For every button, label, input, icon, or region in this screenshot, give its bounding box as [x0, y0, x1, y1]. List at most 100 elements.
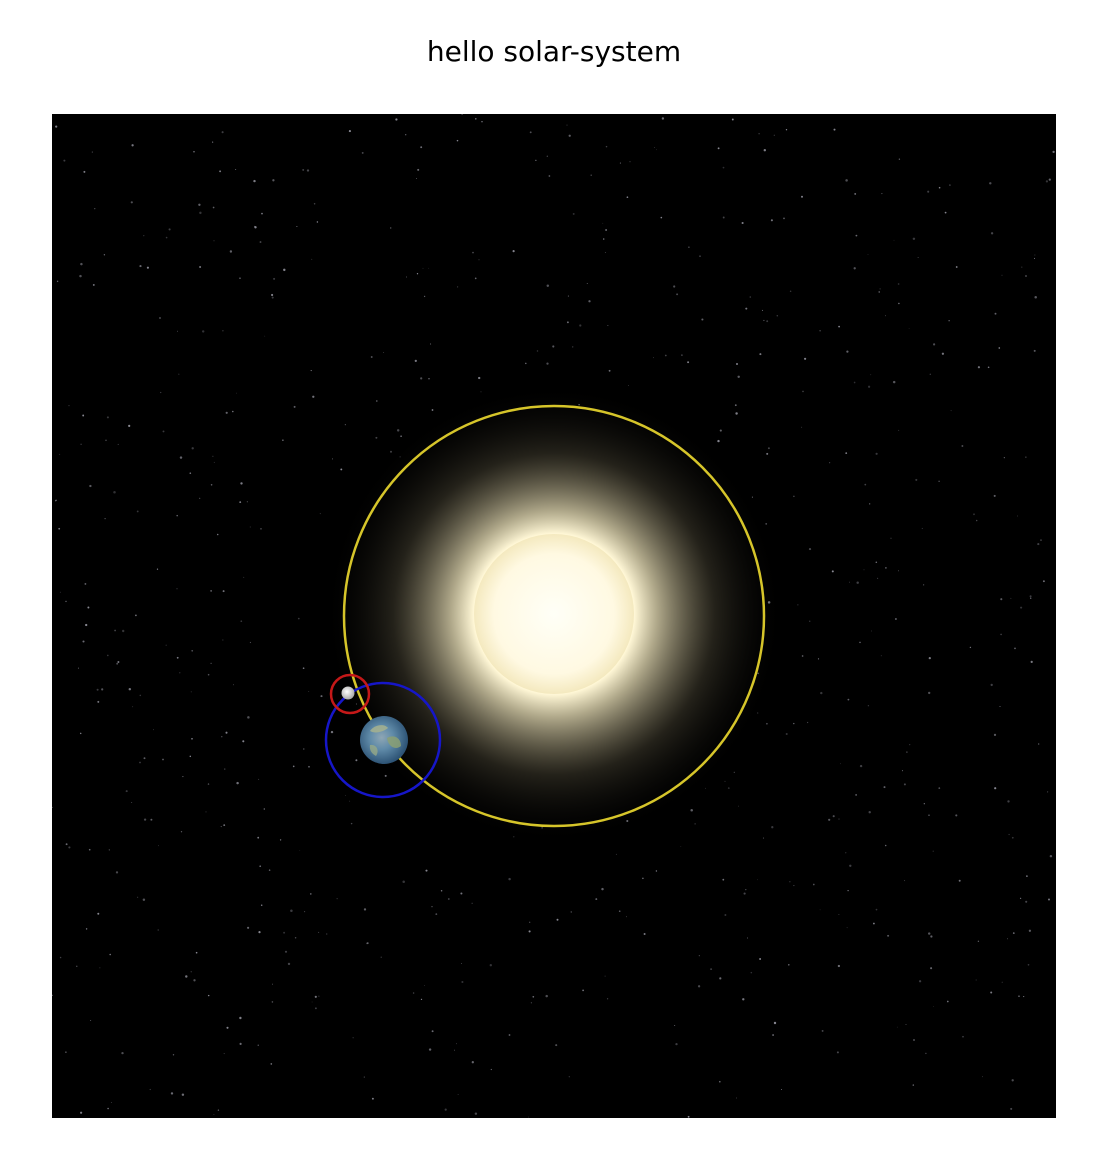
- star: [735, 412, 738, 415]
- star: [205, 811, 207, 813]
- star: [838, 325, 840, 328]
- star: [867, 705, 870, 707]
- star: [875, 908, 878, 911]
- star: [318, 931, 320, 933]
- star: [83, 170, 86, 173]
- star: [602, 222, 604, 224]
- star: [345, 795, 346, 796]
- star: [812, 883, 815, 886]
- star: [776, 315, 779, 317]
- star: [853, 381, 856, 384]
- star: [430, 343, 432, 345]
- star: [396, 429, 400, 432]
- star: [975, 979, 977, 981]
- star: [355, 759, 358, 762]
- star: [471, 1061, 474, 1064]
- star: [55, 500, 57, 502]
- star: [1020, 606, 1023, 609]
- star: [199, 211, 202, 215]
- star: [661, 117, 665, 120]
- star: [938, 787, 941, 789]
- star: [932, 850, 934, 852]
- star: [588, 300, 591, 303]
- star: [722, 166, 725, 169]
- star: [101, 688, 104, 691]
- star: [223, 1053, 225, 1055]
- star: [221, 131, 224, 134]
- star: [1014, 647, 1016, 650]
- star: [890, 537, 892, 539]
- star: [243, 576, 245, 578]
- star: [425, 869, 428, 872]
- star: [94, 208, 96, 210]
- star: [928, 691, 931, 695]
- star: [481, 120, 483, 123]
- star: [207, 783, 210, 785]
- star: [314, 1007, 317, 1010]
- star: [809, 620, 811, 622]
- star: [680, 846, 682, 847]
- star: [207, 673, 210, 676]
- moon-orbit-ring: [329, 673, 371, 715]
- star: [97, 912, 100, 915]
- star: [416, 273, 419, 275]
- star: [674, 1025, 676, 1027]
- star: [249, 526, 251, 528]
- star: [546, 362, 549, 365]
- star: [63, 159, 66, 162]
- star: [134, 614, 137, 617]
- star: [453, 1049, 456, 1051]
- star: [894, 618, 897, 620]
- star: [65, 1051, 67, 1053]
- star: [1023, 996, 1025, 998]
- star: [785, 732, 788, 736]
- star: [1003, 457, 1005, 459]
- star: [849, 581, 850, 583]
- star: [932, 343, 936, 346]
- star: [344, 424, 346, 426]
- star: [332, 458, 333, 460]
- solar-system-scene: [52, 114, 1055, 1118]
- star: [605, 229, 608, 231]
- star: [363, 908, 367, 911]
- star: [736, 1097, 737, 1099]
- star: [532, 995, 535, 998]
- star: [690, 809, 693, 812]
- star: [884, 844, 887, 847]
- star: [1000, 598, 1003, 601]
- star: [762, 837, 765, 839]
- star: [618, 910, 621, 913]
- star: [143, 818, 147, 821]
- star: [877, 577, 879, 579]
- star: [1048, 898, 1050, 901]
- star: [179, 456, 183, 459]
- star: [125, 790, 128, 793]
- star: [664, 354, 667, 357]
- solar-system-canvas[interactable]: [52, 114, 1056, 1118]
- star: [461, 114, 463, 115]
- earth[interactable]: [360, 716, 408, 764]
- star: [114, 629, 116, 632]
- star: [879, 288, 881, 290]
- star: [766, 452, 769, 455]
- star: [189, 755, 192, 758]
- star: [236, 392, 237, 394]
- sun[interactable]: [474, 534, 634, 694]
- star: [733, 771, 735, 773]
- star: [595, 898, 598, 901]
- star: [579, 324, 582, 327]
- star: [108, 849, 110, 851]
- star: [52, 806, 54, 808]
- star: [181, 1093, 185, 1096]
- star: [654, 147, 656, 148]
- star: [259, 865, 262, 868]
- star: [165, 236, 168, 239]
- star: [1007, 800, 1010, 803]
- star: [530, 1002, 532, 1004]
- star: [239, 501, 242, 503]
- star: [309, 893, 312, 895]
- star: [380, 956, 382, 958]
- moon[interactable]: [341, 686, 355, 700]
- star: [475, 118, 477, 120]
- star: [58, 527, 61, 530]
